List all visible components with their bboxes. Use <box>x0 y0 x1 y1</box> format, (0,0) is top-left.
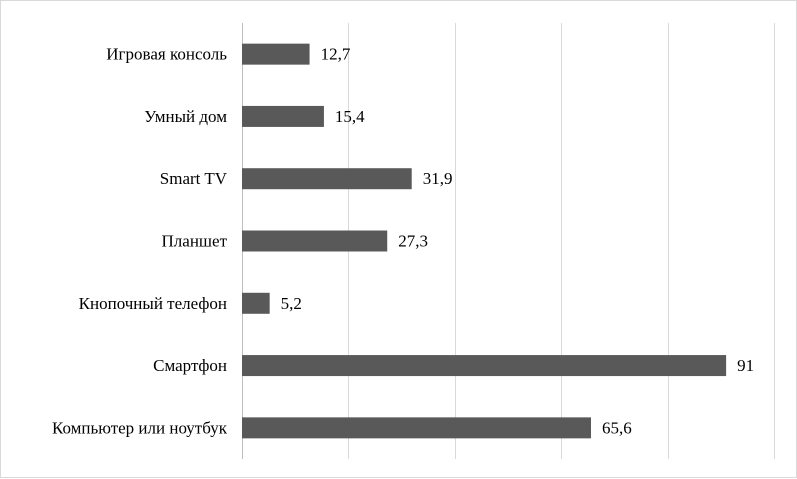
bar <box>242 168 412 190</box>
bar <box>242 292 270 314</box>
category-label: Игровая консоль <box>106 45 227 64</box>
bar <box>242 43 310 65</box>
data-label: 27,3 <box>398 232 428 251</box>
data-label: 12,7 <box>321 45 351 64</box>
data-label: 15,4 <box>335 107 365 126</box>
bar <box>242 417 591 439</box>
data-label: 31,9 <box>423 169 453 188</box>
category-label: Smart TV <box>160 169 228 188</box>
labels: Игровая консоль 12,7 Умный дом 15,4 Smart TV… <box>52 45 754 438</box>
data-label: 5,2 <box>281 294 302 313</box>
bars <box>242 43 727 439</box>
bar <box>242 230 388 252</box>
data-label: 91 <box>737 356 754 375</box>
category-label: Компьютер или ноутбук <box>52 418 228 437</box>
category-label: Смартфон <box>153 356 227 375</box>
category-label: Умный дом <box>144 107 227 126</box>
category-label: Кнопочный телефон <box>79 294 227 313</box>
gridlines <box>242 23 775 459</box>
bar <box>242 105 324 127</box>
category-label: Планшет <box>162 232 228 251</box>
data-label: 65,6 <box>602 418 632 437</box>
bar <box>242 355 727 377</box>
